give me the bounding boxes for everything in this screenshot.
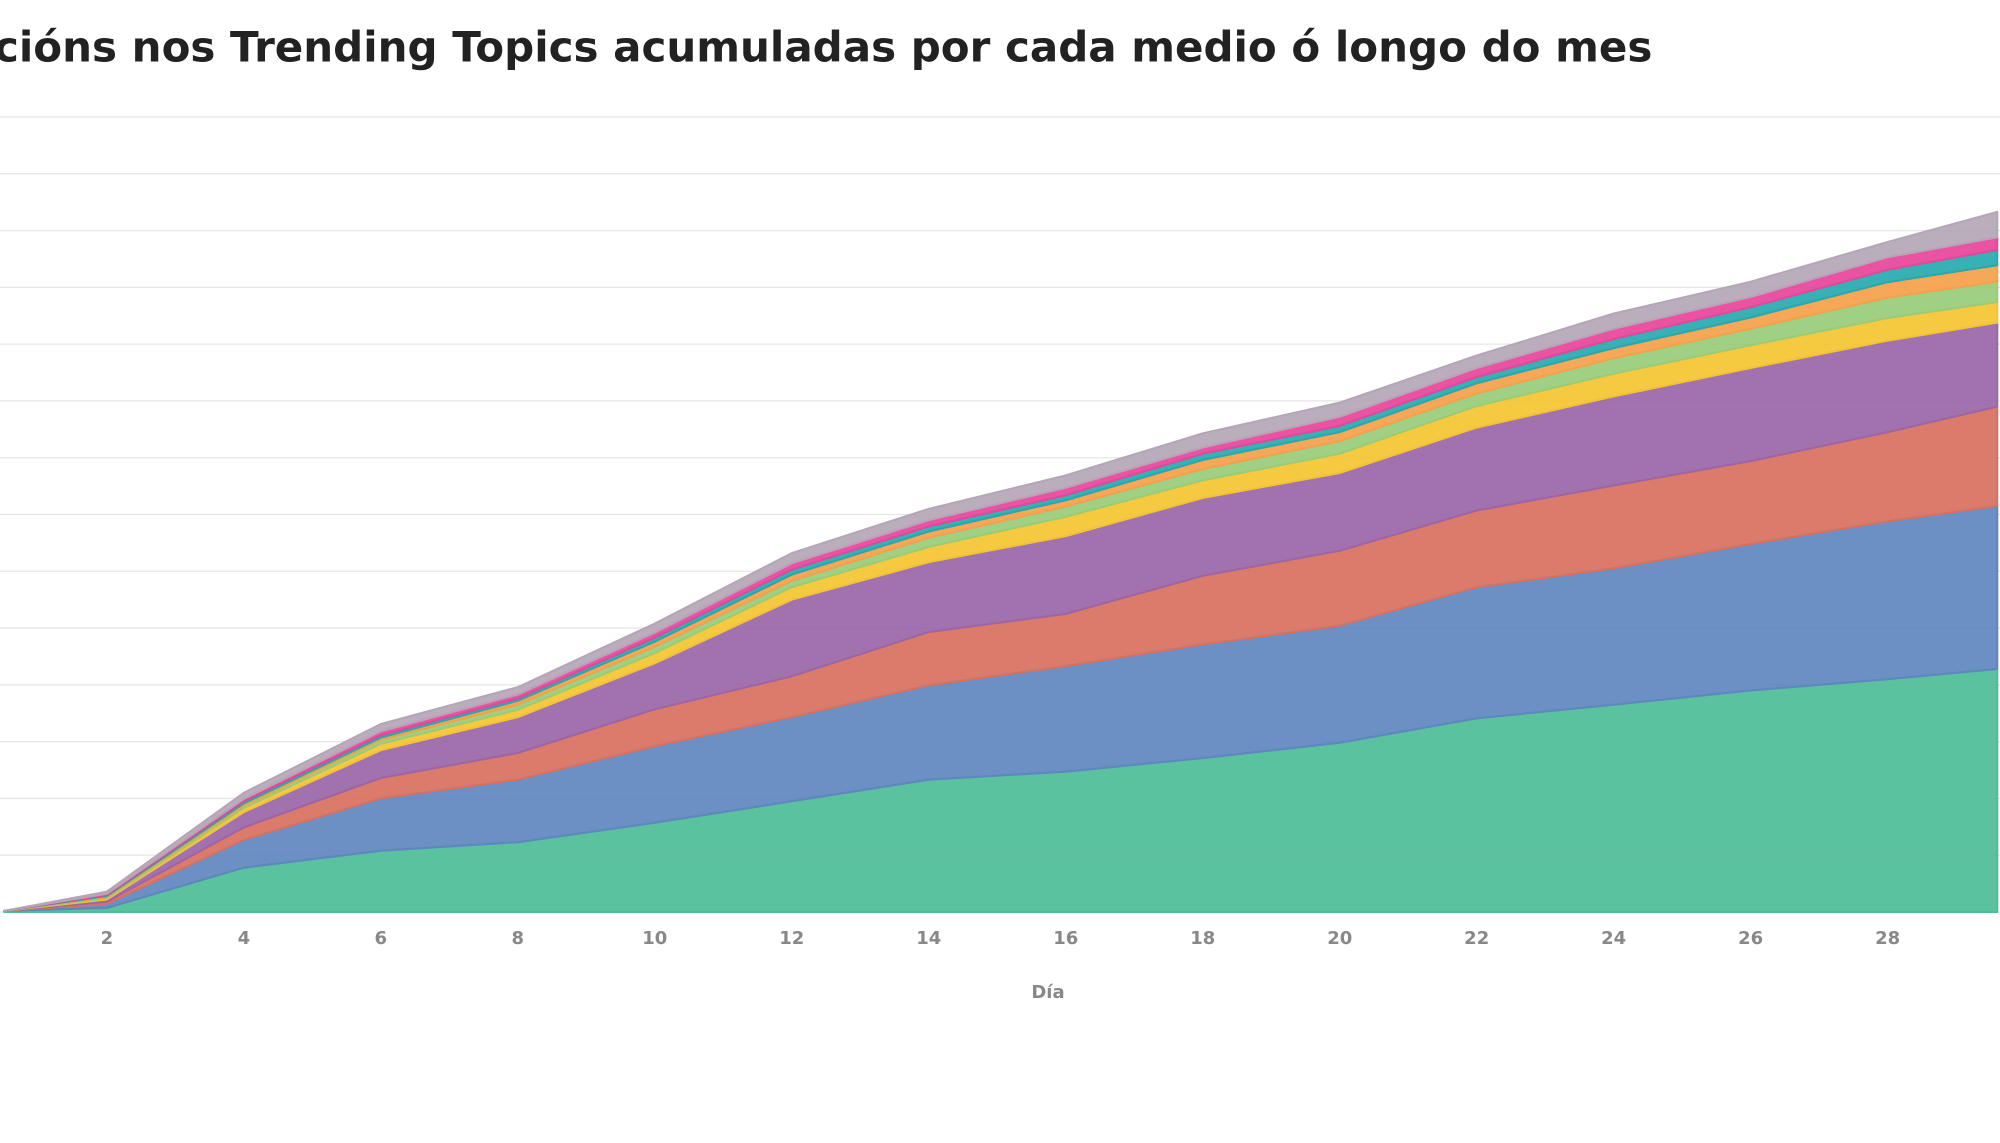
x-tick-label: 18 bbox=[1190, 928, 1215, 949]
x-tick-label: 6 bbox=[375, 928, 388, 949]
x-tick-label: 2 bbox=[101, 928, 114, 949]
chart-title: cións nos Trending Topics acumuladas por… bbox=[0, 23, 1652, 72]
x-tick-label: 8 bbox=[512, 928, 525, 949]
x-tick-label: 22 bbox=[1464, 928, 1489, 949]
x-tick-label: 28 bbox=[1875, 928, 1900, 949]
x-tick-label: 4 bbox=[238, 928, 251, 949]
x-tick-label: 12 bbox=[779, 928, 804, 949]
x-axis-label: Día bbox=[1031, 982, 1064, 1003]
x-tick-label: 20 bbox=[1327, 928, 1352, 949]
area bbox=[3, 210, 1999, 912]
x-tick-label: 26 bbox=[1738, 928, 1763, 949]
x-tick-label: 14 bbox=[916, 928, 941, 949]
x-tick-label: 10 bbox=[642, 928, 667, 949]
x-tick-label: 24 bbox=[1601, 928, 1626, 949]
x-tick-label: 16 bbox=[1053, 928, 1078, 949]
